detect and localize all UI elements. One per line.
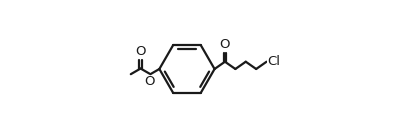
Text: O: O xyxy=(220,38,230,51)
Text: O: O xyxy=(145,75,155,88)
Text: Cl: Cl xyxy=(267,55,280,68)
Text: O: O xyxy=(135,45,146,58)
